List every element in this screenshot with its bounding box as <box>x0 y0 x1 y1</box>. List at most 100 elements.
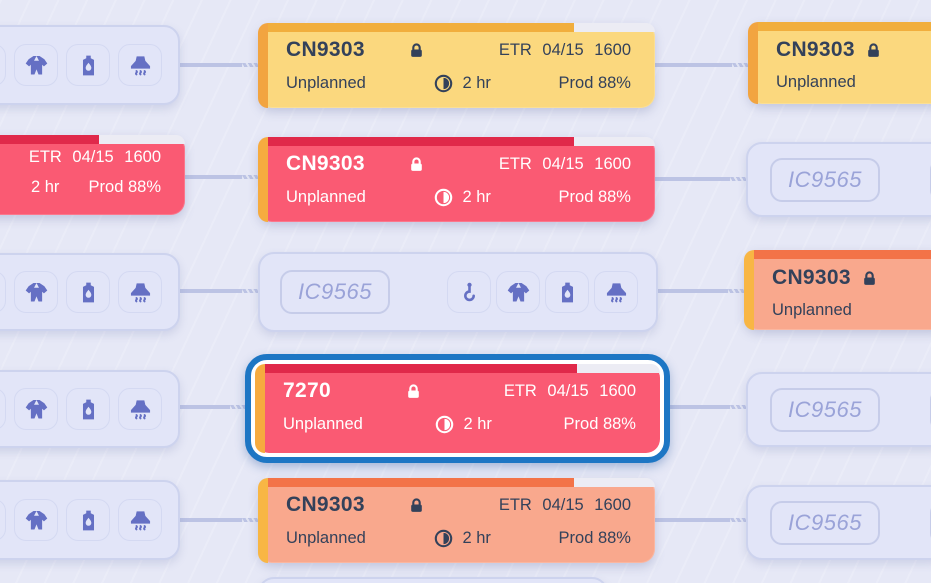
job-card[interactable]: CN9303 ETR 04/15 1600 Unplanned 2 hr Pro… <box>258 23 655 108</box>
progress-track <box>754 250 931 259</box>
progress-fill <box>0 135 99 144</box>
duration-label: 2 hr <box>462 188 491 206</box>
hook-icon <box>456 279 483 306</box>
progress-fill <box>758 22 931 31</box>
garment-icon-button[interactable] <box>496 271 540 313</box>
tag-card[interactable]: IC9565 <box>746 142 931 217</box>
unit-tag: IC9565 <box>280 270 390 314</box>
job-card[interactable]: CN9303 ETR 04/15 1600 Unplanned 2 hr Pro… <box>258 478 655 563</box>
garment-icon-button[interactable] <box>14 271 58 313</box>
card-accent-bar <box>258 478 268 563</box>
job-title: 7270 <box>283 379 331 402</box>
etr-label: ETR 04/15 1600 <box>503 381 636 400</box>
status-label: Unplanned <box>772 301 852 319</box>
tag-resource-card[interactable]: IC9565 <box>258 252 658 332</box>
connector-line <box>185 175 258 179</box>
clipped-bottom-card <box>258 577 608 583</box>
lock-icon <box>865 42 882 59</box>
progress-track <box>265 364 660 373</box>
job-card[interactable]: CN9303 ETR 04/15 1600 Unplanned 2 hr Pro… <box>258 137 655 222</box>
unit-tag: IC9565 <box>770 157 880 202</box>
card-accent-bar <box>748 22 758 104</box>
duration-label: 2 hr <box>462 529 491 547</box>
progress-track <box>758 22 931 31</box>
garment-icon-button[interactable] <box>14 388 58 430</box>
detergent-icon-button[interactable] <box>66 388 110 430</box>
extractor-hood-icon <box>127 279 154 306</box>
resource-card[interactable] <box>0 480 180 560</box>
detergent-icon <box>75 279 102 306</box>
tag-card[interactable]: IC9565 <box>746 485 931 560</box>
progress-fill <box>265 364 578 373</box>
resource-card[interactable] <box>0 25 180 105</box>
extractor-hood-icon-button[interactable] <box>118 499 162 541</box>
lock-icon <box>408 497 425 514</box>
clipped-icon-button[interactable] <box>0 44 6 86</box>
status-label: Unplanned <box>286 529 366 547</box>
connector-line <box>180 518 258 522</box>
connector-line <box>180 63 258 67</box>
job-title: CN9303 <box>776 38 855 61</box>
duration-clock-icon <box>434 414 455 435</box>
detergent-icon-button[interactable] <box>66 44 110 86</box>
lock-icon <box>861 270 878 287</box>
garment-icon <box>23 279 50 306</box>
resource-card[interactable] <box>0 253 180 331</box>
prod-label: Prod 88% <box>558 74 631 92</box>
extractor-hood-icon <box>127 396 154 423</box>
duration-clock-icon <box>433 528 454 549</box>
job-title: CN9303 <box>286 493 365 516</box>
resource-card[interactable] <box>0 370 180 448</box>
extractor-hood-icon-button[interactable] <box>118 44 162 86</box>
garment-icon-button[interactable] <box>14 44 58 86</box>
extractor-hood-icon-button[interactable] <box>594 271 638 313</box>
duration-clock-icon <box>433 187 454 208</box>
detergent-icon-button[interactable] <box>66 271 110 313</box>
connector-line <box>180 405 246 409</box>
job-title: CN9303 <box>772 266 851 289</box>
job-card-selected[interactable]: 7270 ETR 04/15 1600 Unplanned 2 hr Prod … <box>255 364 660 453</box>
garment-icon <box>505 279 532 306</box>
garment-icon <box>23 507 50 534</box>
connector-line <box>655 63 748 67</box>
status-label: Unplanned <box>286 74 366 92</box>
detergent-icon-button[interactable] <box>66 499 110 541</box>
tag-card[interactable]: IC9565 <box>746 372 931 447</box>
etr-label: ETR 04/15 1600 <box>498 154 631 173</box>
card-accent-bar <box>255 364 265 453</box>
clipped-icon-button[interactable] <box>0 499 6 541</box>
extractor-hood-icon-button[interactable] <box>118 388 162 430</box>
status-label: Unplanned <box>283 415 363 433</box>
card-accent-bar <box>258 23 268 108</box>
job-card[interactable]: CN9303 Unplanned <box>748 22 931 104</box>
status-label: Unplanned <box>286 188 366 206</box>
detergent-icon <box>554 279 581 306</box>
clipped-icon-button[interactable] <box>0 271 6 313</box>
lock-icon <box>408 42 425 59</box>
detergent-icon <box>75 52 102 79</box>
connector-line <box>658 289 744 293</box>
garment-icon <box>23 396 50 423</box>
connector-line <box>669 405 746 409</box>
job-card[interactable]: ETR 04/15 1600 2 hr Prod 88% <box>0 135 185 215</box>
duration-label: 2 hr <box>463 415 492 433</box>
extractor-hood-icon-button[interactable] <box>118 271 162 313</box>
etr-label: ETR 04/15 1600 <box>498 495 631 514</box>
duration-label: 2 hr <box>31 178 60 196</box>
progress-track <box>0 135 185 144</box>
connector-line <box>180 289 258 293</box>
detergent-icon <box>75 396 102 423</box>
progress-track <box>268 137 655 146</box>
progress-track <box>268 478 655 487</box>
garment-icon-button[interactable] <box>14 499 58 541</box>
detergent-icon-button[interactable] <box>545 271 589 313</box>
hook-icon-button[interactable] <box>447 271 491 313</box>
job-card[interactable]: CN9303 Unplanned <box>744 250 931 330</box>
progress-fill <box>754 250 931 259</box>
unit-tag: IC9565 <box>770 387 880 432</box>
progress-fill <box>268 23 574 32</box>
status-label: Unplanned <box>776 73 856 91</box>
duration-clock-icon <box>433 73 454 94</box>
clipped-icon-button[interactable] <box>0 388 6 430</box>
